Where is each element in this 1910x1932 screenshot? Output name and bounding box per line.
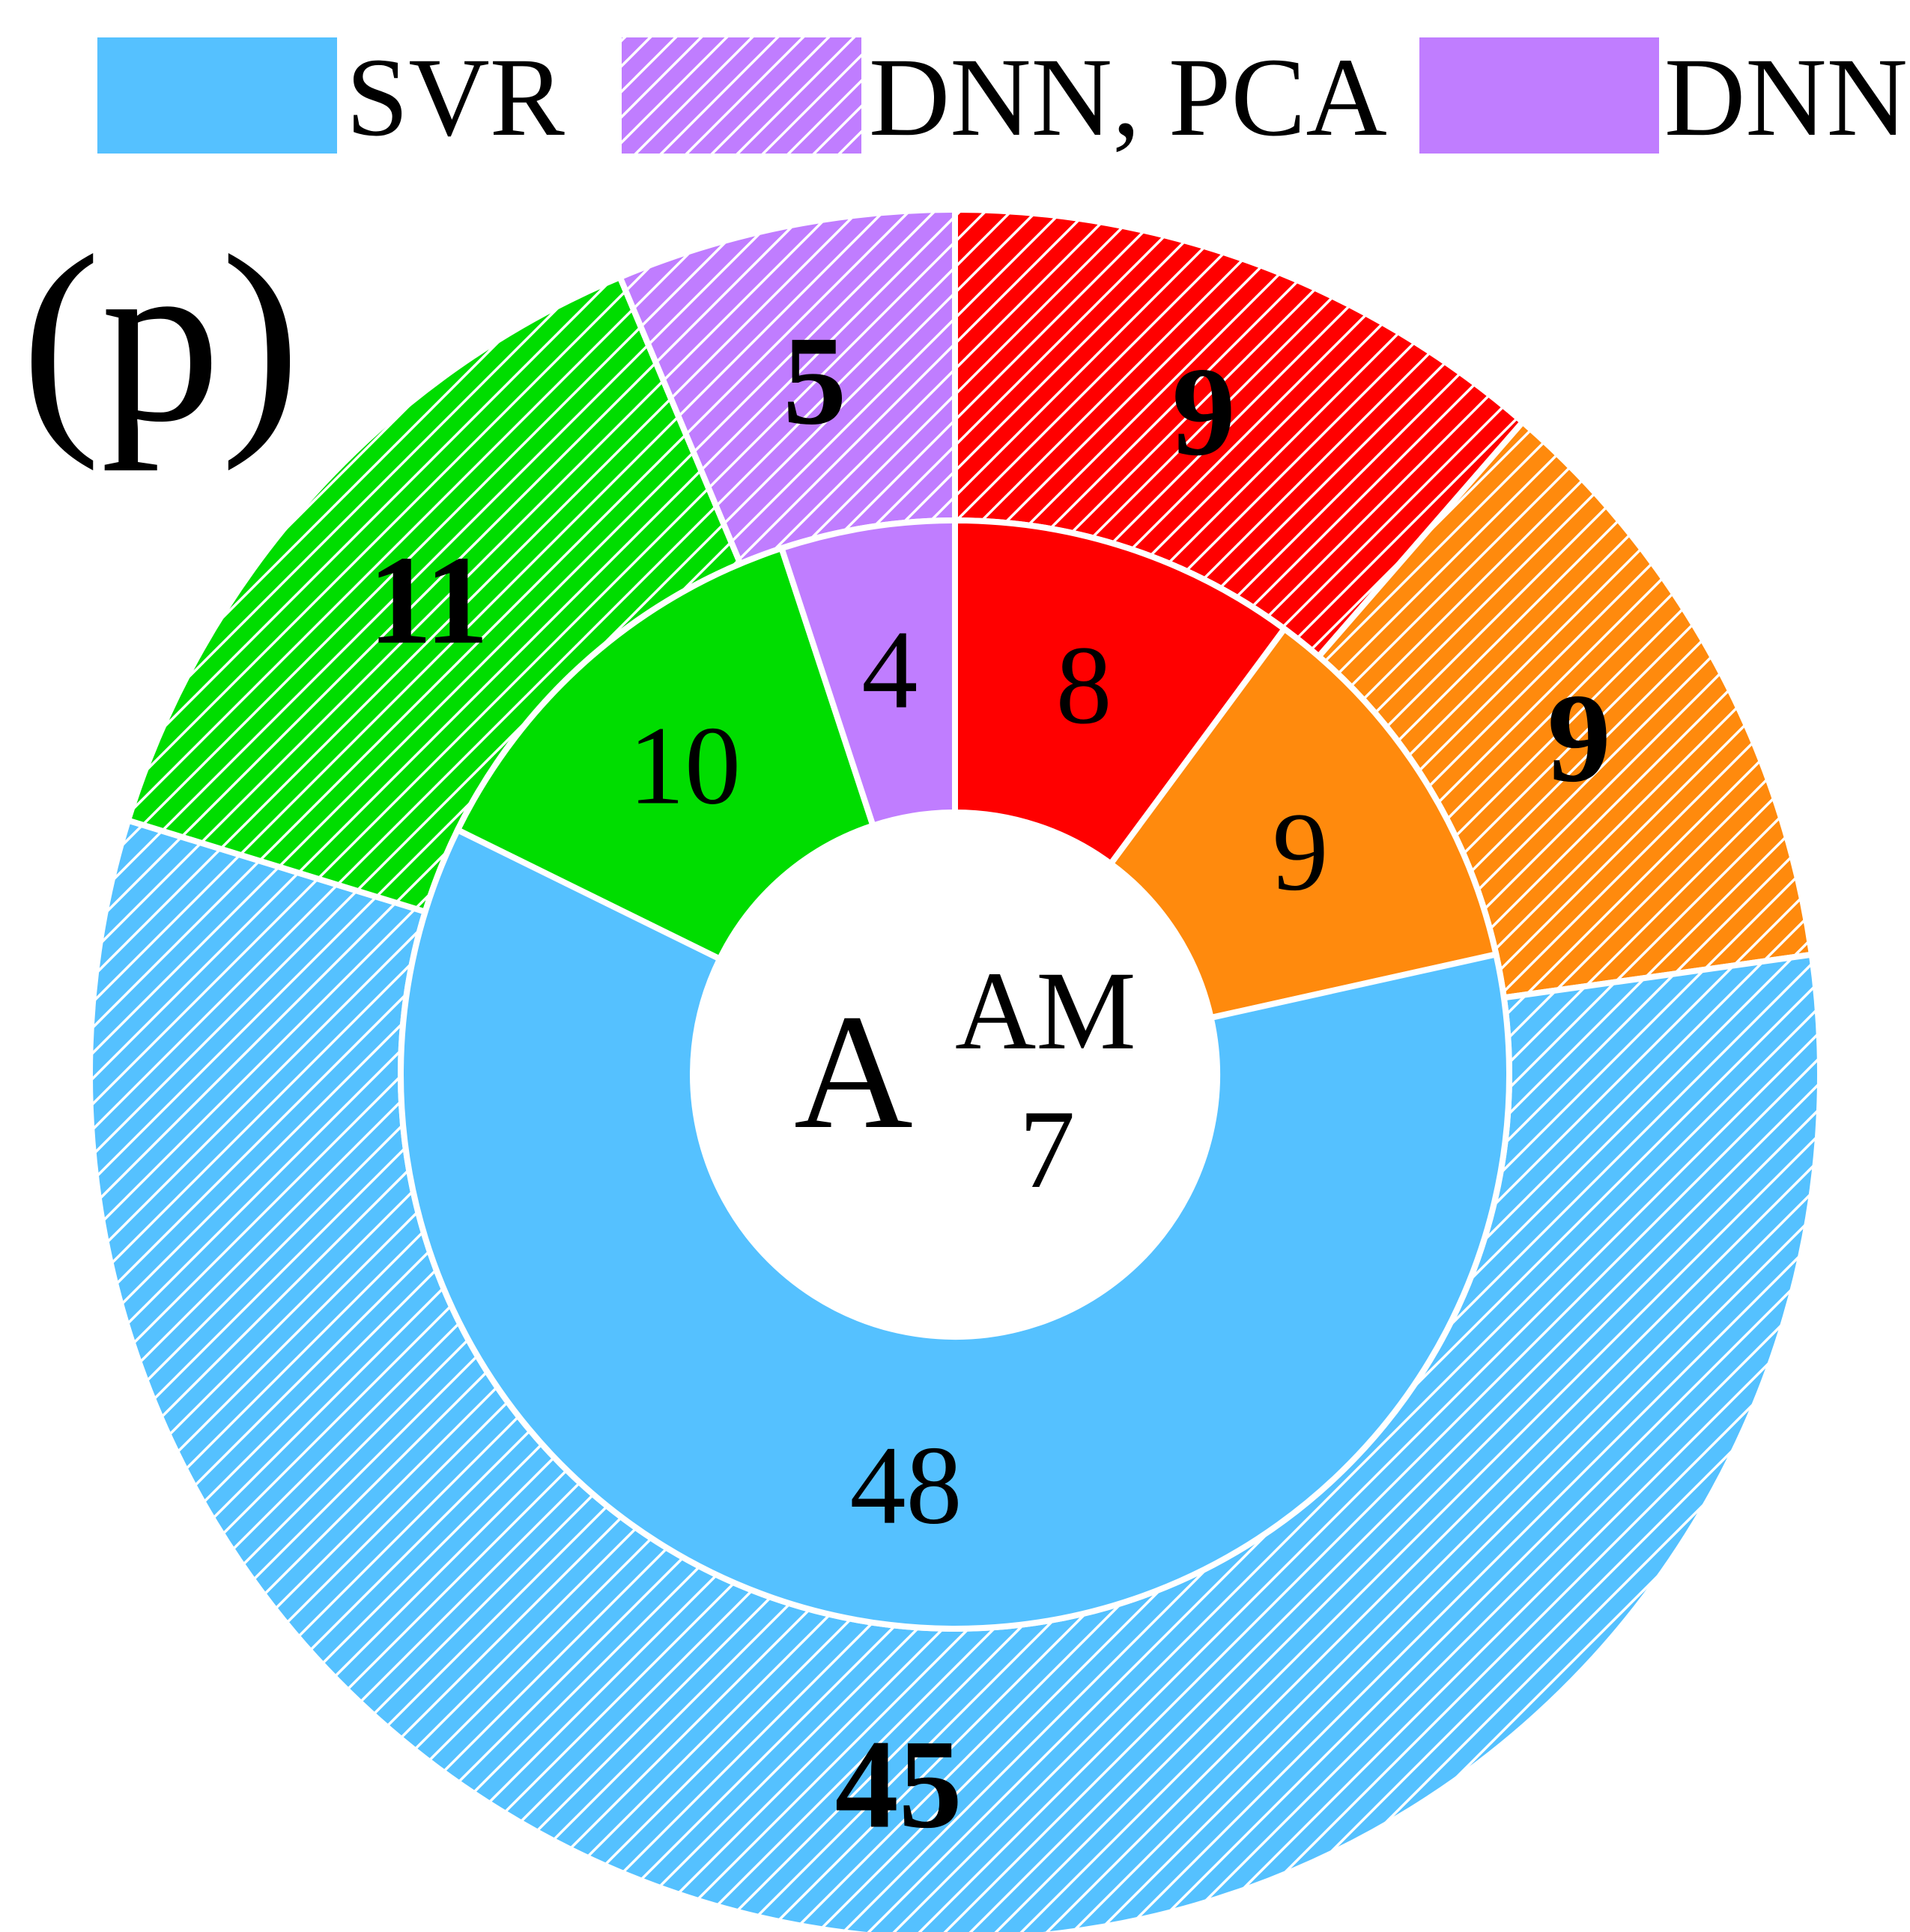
center-label-subscript: 7 bbox=[1019, 1087, 1076, 1212]
inner-ring-labels: 8 9 48 10 4 bbox=[628, 607, 1328, 1547]
inner-ring-label-4: 4 bbox=[861, 607, 918, 732]
legend-label-1: DNN, PCA bbox=[869, 35, 1387, 160]
legend-label-0: SVR bbox=[346, 35, 565, 160]
outer-ring-label-1: 9 bbox=[1547, 667, 1611, 808]
center-label: A AM 7 bbox=[794, 949, 1136, 1212]
legend-swatch-0 bbox=[97, 37, 337, 154]
legend-label-2: DNN bbox=[1664, 35, 1908, 160]
inner-ring-slice-2 bbox=[398, 825, 1512, 1632]
inner-ring-slice-3 bbox=[453, 544, 877, 963]
inner-ring-label-2: 48 bbox=[850, 1424, 962, 1548]
inner-ring-label-0: 8 bbox=[1056, 623, 1112, 747]
outer-ring bbox=[87, 206, 1823, 1932]
legend: SVR DNN, PCA DNN bbox=[97, 35, 1908, 160]
outer-ring-label-0: 9 bbox=[1172, 341, 1236, 482]
panel-label: (p) bbox=[21, 207, 300, 472]
inner-ring-slice-4 bbox=[777, 517, 958, 830]
center-label-main: A bbox=[794, 980, 913, 1163]
inner-ring-slice-1 bbox=[1106, 625, 1500, 1021]
outer-ring-label-3: 11 bbox=[369, 529, 489, 670]
inner-ring-slice-0 bbox=[952, 517, 1289, 869]
legend-swatch-1 bbox=[622, 37, 861, 154]
inner-ring bbox=[398, 517, 1512, 1632]
inner-ring-label-3: 10 bbox=[628, 703, 741, 827]
legend-swatch-2 bbox=[1419, 37, 1659, 154]
inner-ring-label-1: 9 bbox=[1273, 790, 1329, 914]
outer-ring-labels: 9 9 45 11 5 bbox=[369, 310, 1611, 1854]
outer-ring-label-2: 45 bbox=[835, 1714, 962, 1855]
center-label-superscript: AM bbox=[955, 949, 1136, 1073]
outer-ring-label-4: 5 bbox=[783, 310, 846, 451]
